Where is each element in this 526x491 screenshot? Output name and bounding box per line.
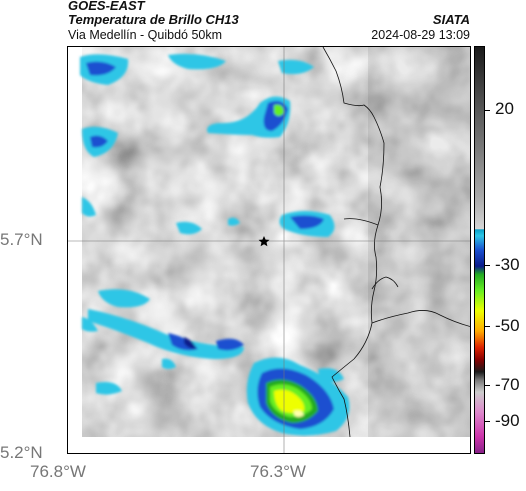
satellite-map bbox=[67, 46, 471, 454]
y-tick-label: 5.7°N bbox=[0, 230, 43, 249]
y-tick-label: 5.2°N bbox=[0, 443, 43, 462]
colorbar bbox=[474, 46, 485, 454]
colorbar-tick bbox=[485, 326, 490, 327]
colorbar-tick bbox=[485, 421, 490, 422]
product-title: Temperatura de Brillo CH13 bbox=[68, 12, 239, 27]
route-label: Via Medellín - Quibdó 50km bbox=[68, 28, 223, 42]
satellite-name: GOES-EAST bbox=[68, 0, 145, 13]
borders bbox=[322, 47, 470, 438]
colorbar-tick bbox=[485, 385, 490, 386]
colorbar-label: 20 bbox=[495, 99, 514, 118]
colorbar-tick bbox=[485, 265, 490, 266]
cold-cloud-patches bbox=[80, 53, 350, 436]
colorbar-label: -70 bbox=[495, 375, 520, 394]
star-icon bbox=[258, 236, 270, 247]
x-tick-label: 76.8°W bbox=[30, 462, 86, 481]
datetime-label: 2024-08-29 13:09 bbox=[371, 28, 470, 42]
x-tick-label: 76.3°W bbox=[250, 462, 306, 481]
gridlines bbox=[68, 47, 470, 453]
colorbar-label: -30 bbox=[495, 255, 520, 274]
colorbar-label: -50 bbox=[495, 316, 520, 335]
colorbar-label: -90 bbox=[495, 411, 520, 430]
agency-label: SIATA bbox=[432, 12, 470, 27]
colorbar-tick bbox=[485, 110, 490, 111]
